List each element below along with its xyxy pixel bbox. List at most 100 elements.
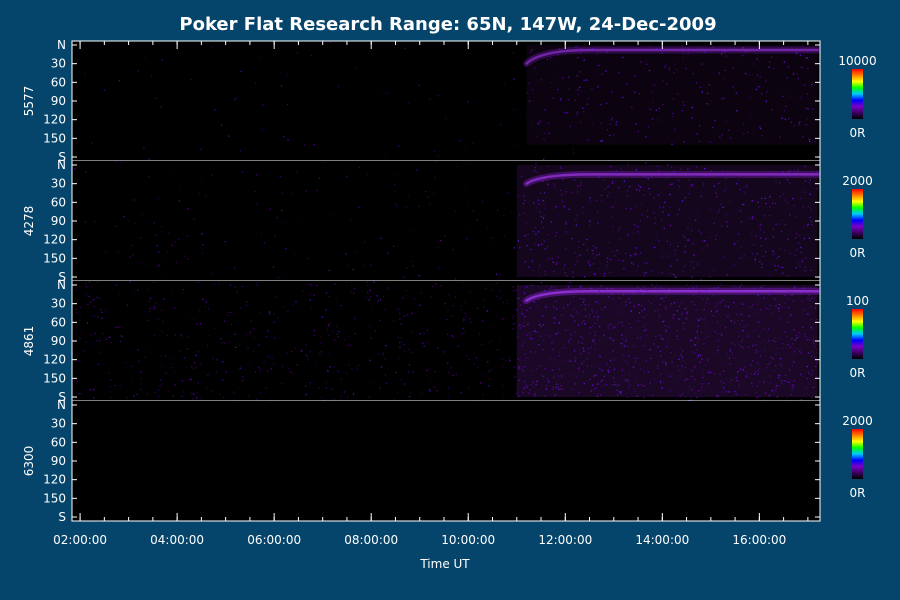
aurora-pixel [560,99,562,101]
aurora-pixel [743,191,745,193]
aurora-pixel [518,324,520,327]
noise-pixel [234,98,236,100]
aurora-pixel [565,223,567,225]
aurora-pixel [728,129,730,131]
noise-pixel [271,399,273,401]
aurora-pixel [716,395,718,397]
aurora-pixel [662,321,664,323]
noise-pixel [413,298,415,300]
noise-pixel [788,306,790,309]
noise-pixel [311,285,313,287]
aurora-pixel [782,272,784,274]
aurora-pixel [782,343,784,345]
noise-pixel [79,319,81,321]
noise-pixel [627,163,629,165]
noise-pixel [380,237,382,239]
noise-pixel [544,306,546,308]
aurora-pixel [569,360,571,362]
aurora-pixel [582,347,585,349]
y-tick-label: N [57,398,66,412]
noise-pixel [388,92,390,94]
noise-pixel [737,179,739,181]
aurora-pixel [652,101,654,103]
noise-pixel [626,345,628,347]
noise-pixel [334,283,336,285]
noise-pixel [223,396,225,398]
aurora-pixel [600,285,602,287]
aurora-pixel [588,352,590,354]
noise-pixel [775,353,777,355]
noise-pixel [196,397,198,399]
noise-pixel [544,395,546,397]
noise-pixel [230,311,232,313]
noise-pixel [517,336,519,338]
noise-pixel [455,296,457,298]
aurora-pixel [668,66,670,68]
aurora-pixel [718,182,720,185]
aurora-pixel [756,74,759,76]
aurora-pixel [741,203,743,205]
noise-pixel [543,192,546,194]
noise-pixel [423,327,425,329]
aurora-pixel [707,371,710,373]
colorbar [852,189,863,239]
noise-pixel [140,371,142,373]
noise-pixel [400,337,402,339]
aurora-pixel [759,297,761,299]
aurora-pixel [654,310,657,312]
aurora-pixel [794,170,796,172]
noise-pixel [408,349,410,351]
noise-pixel [691,351,693,353]
y-tick-label: 60 [51,75,66,89]
aurora-pixel [760,223,762,225]
noise-pixel [595,343,597,345]
aurora-pixel [683,141,685,143]
aurora-pixel [659,380,662,382]
aurora-pixel [725,55,727,57]
aurora-pixel [603,179,605,181]
noise-pixel [242,376,244,378]
panel-image [84,42,820,161]
noise-pixel [663,300,665,302]
noise-pixel [435,161,437,163]
aurora-pixel [553,286,555,288]
aurora-pixel [746,131,749,133]
noise-pixel [598,64,600,67]
noise-pixel [404,383,406,385]
noise-pixel [695,357,698,359]
aurora-pixel [546,378,549,380]
aurora-pixel [562,178,564,180]
aurora-pixel [676,335,678,337]
noise-pixel [195,354,197,356]
aurora-pixel [675,276,677,278]
aurora-pixel [772,67,775,69]
noise-pixel [539,192,541,194]
aurora-pixel [642,316,644,318]
aurora-pixel [791,364,794,367]
noise-pixel [277,317,279,319]
diffuse-aurora [516,165,818,277]
aurora-pixel [775,180,777,183]
aurora-pixel [800,246,802,249]
noise-pixel [643,272,645,274]
aurora-pixel [726,225,729,227]
noise-pixel [348,364,350,366]
aurora-pixel [683,104,685,106]
aurora-pixel [686,311,689,313]
aurora-pixel [719,373,721,375]
aurora-pixel [596,53,598,55]
aurora-pixel [774,253,776,255]
aurora-pixel [576,113,578,116]
noise-pixel [717,346,719,348]
noise-pixel [369,289,371,291]
aurora-pixel [526,286,528,288]
aurora-pixel [598,325,601,328]
aurora-pixel [798,123,800,125]
noise-pixel [621,345,623,347]
aurora-pixel [723,256,725,258]
aurora-pixel [764,391,767,394]
noise-pixel [662,361,664,363]
aurora-pixel [574,383,576,385]
aurora-pixel [620,342,622,345]
noise-pixel [817,343,820,345]
